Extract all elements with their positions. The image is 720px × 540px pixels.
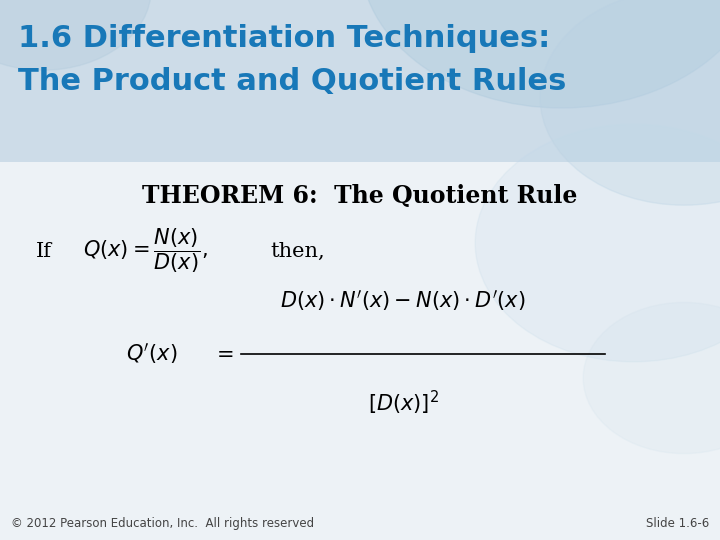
Bar	[0, 0, 720, 162]
Text: Slide 1.6-6: Slide 1.6-6	[646, 517, 709, 530]
Circle shape	[360, 0, 720, 108]
Circle shape	[475, 124, 720, 362]
Text: $Q(x)=\dfrac{N(x)}{D(x)},$: $Q(x)=\dfrac{N(x)}{D(x)},$	[83, 227, 207, 275]
Text: THEOREM 6:  The Quotient Rule: THEOREM 6: The Quotient Rule	[143, 184, 577, 207]
Text: $\left[D(x)\right]^{2}$: $\left[D(x)\right]^{2}$	[368, 389, 438, 417]
Text: If: If	[36, 241, 52, 261]
Circle shape	[540, 0, 720, 205]
Text: $=$: $=$	[212, 344, 234, 363]
Circle shape	[0, 0, 151, 70]
Text: The Product and Quotient Rules: The Product and Quotient Rules	[18, 68, 567, 97]
Text: $D(x)\cdot N^{\prime}(x)-N(x)\cdot D^{\prime}(x)$: $D(x)\cdot N^{\prime}(x)-N(x)\cdot D^{\p…	[280, 288, 526, 313]
Text: then,: then,	[270, 241, 325, 261]
Circle shape	[583, 302, 720, 454]
Bar	[0, 162, 720, 540]
Text: © 2012 Pearson Education, Inc.  All rights reserved: © 2012 Pearson Education, Inc. All right…	[11, 517, 314, 530]
Text: $Q'(x)$: $Q'(x)$	[126, 341, 177, 366]
Text: 1.6 Differentiation Techniques:: 1.6 Differentiation Techniques:	[18, 24, 550, 53]
